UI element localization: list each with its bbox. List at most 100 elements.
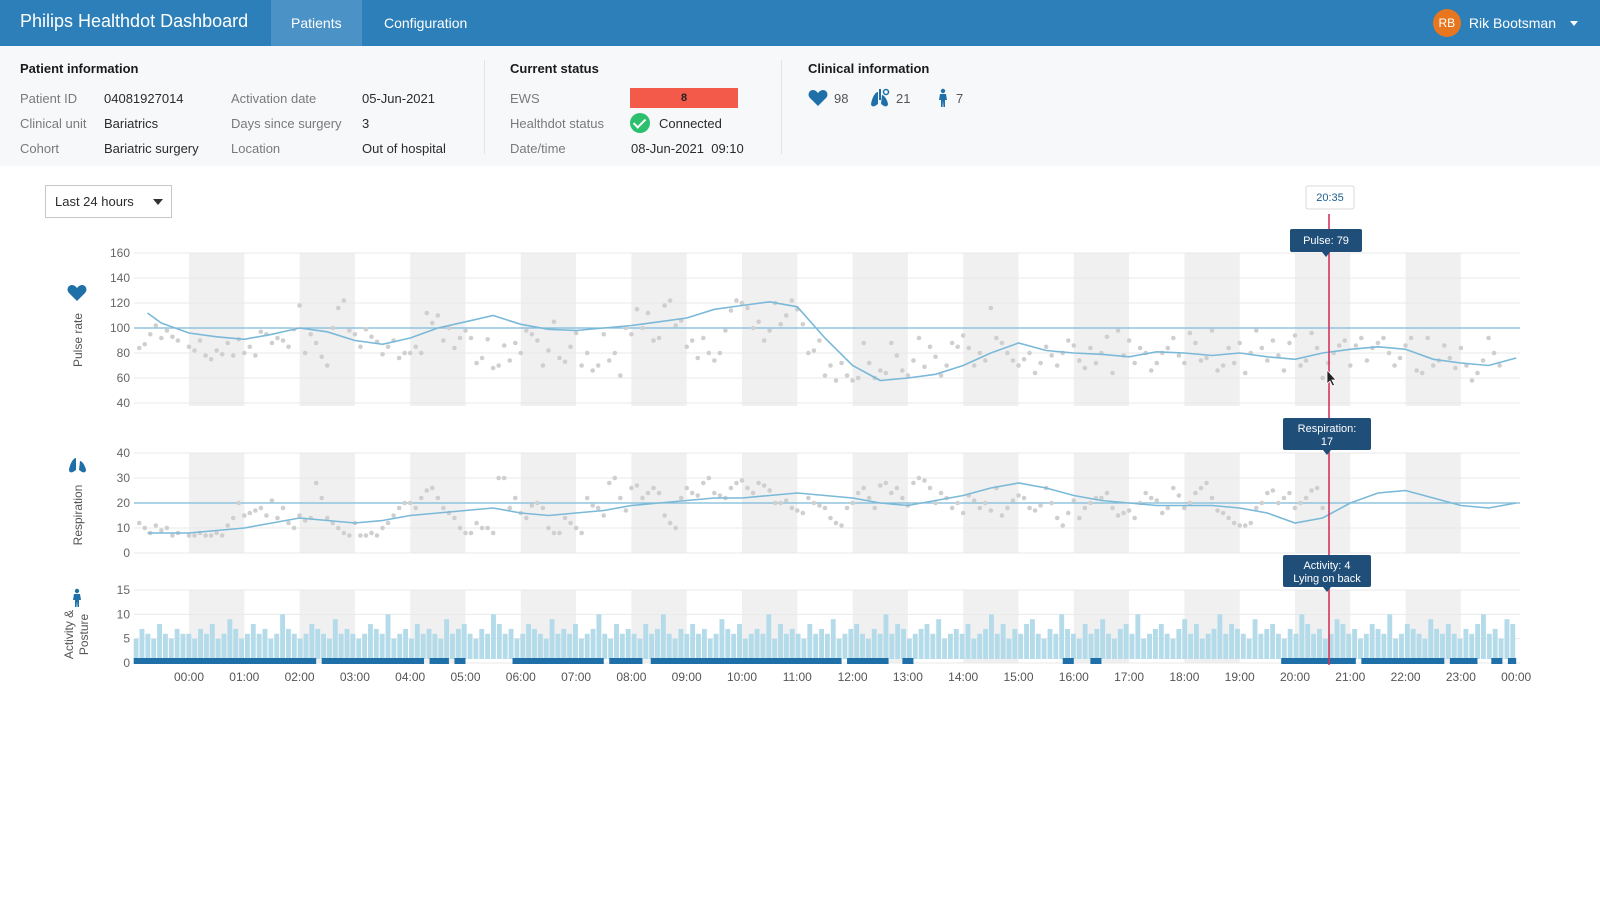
- data-point: [1187, 500, 1193, 506]
- data-point: [938, 490, 944, 496]
- data-point: [1115, 328, 1121, 333]
- activity-bar: [760, 633, 766, 659]
- data-point: [413, 344, 419, 350]
- data-point: [374, 533, 380, 538]
- data-point: [225, 340, 231, 346]
- app-title: Philips Healthdot Dashboard: [20, 11, 249, 31]
- activity-bar: [215, 638, 221, 659]
- data-point: [1165, 505, 1171, 511]
- data-point: [966, 345, 972, 351]
- activity-bar: [1065, 628, 1070, 659]
- data-point: [535, 500, 540, 506]
- x-tick-label: 10:00: [727, 670, 757, 684]
- y-tick-label: 15: [117, 583, 131, 597]
- data-point: [1209, 328, 1215, 333]
- activity-bar: [1205, 633, 1211, 659]
- data-point: [811, 348, 817, 353]
- data-point: [855, 375, 861, 381]
- data-point: [667, 298, 673, 303]
- data-point: [700, 335, 706, 341]
- data-point: [900, 368, 905, 373]
- data-point: [242, 350, 247, 356]
- activity-bar: [1387, 614, 1393, 659]
- data-point: [584, 495, 590, 501]
- data-point: [667, 520, 673, 526]
- data-point: [1143, 490, 1148, 496]
- data-point: [280, 505, 286, 511]
- data-point: [540, 505, 546, 511]
- user-menu[interactable]: RB Rik Bootsman: [1432, 9, 1578, 37]
- data-point: [839, 523, 844, 528]
- current-status-title: Current status: [510, 61, 599, 76]
- data-point: [230, 353, 236, 358]
- x-tick-label: 00:00: [174, 670, 204, 684]
- data-point: [225, 523, 231, 528]
- data-point: [253, 353, 258, 358]
- data-point: [861, 340, 866, 346]
- x-tick-label: 14:00: [948, 670, 978, 684]
- data-point: [369, 334, 374, 340]
- activity-bar: [1141, 638, 1147, 659]
- data-point: [247, 344, 253, 350]
- activity-bar: [578, 638, 584, 659]
- data-point: [994, 335, 999, 341]
- data-point: [806, 495, 811, 501]
- y-tick-label: 100: [110, 321, 130, 335]
- data-point: [1054, 515, 1060, 521]
- hour-band: [1073, 253, 1130, 406]
- data-point: [1265, 358, 1270, 363]
- activity-bar: [198, 628, 203, 659]
- data-point: [1336, 343, 1342, 348]
- data-point: [695, 493, 701, 498]
- data-point: [900, 495, 905, 501]
- data-point: [745, 305, 750, 311]
- activity-bar: [291, 633, 297, 659]
- activity-bar: [795, 633, 801, 659]
- activity-bar: [1334, 619, 1340, 659]
- info-divider: [484, 60, 485, 154]
- data-point: [518, 350, 524, 356]
- activity-bar: [988, 614, 994, 659]
- activity-bar: [801, 638, 807, 659]
- y-tick-label: 0: [123, 546, 130, 560]
- hour-band: [1295, 253, 1351, 406]
- activity-bar: [1018, 633, 1024, 659]
- activity-bar: [133, 638, 139, 659]
- data-point: [1032, 370, 1038, 376]
- activity-bar: [245, 633, 250, 659]
- activity-bar: [994, 633, 1000, 659]
- activity-bar: [450, 633, 455, 659]
- activity-bar: [162, 633, 168, 659]
- tab-patients[interactable]: Patients: [271, 0, 362, 46]
- data-point: [684, 485, 689, 491]
- data-point: [1088, 345, 1093, 351]
- activity-bar: [1029, 619, 1035, 659]
- tab-configuration[interactable]: Configuration: [384, 15, 468, 31]
- data-point: [800, 510, 806, 516]
- data-point: [1182, 360, 1187, 366]
- data-point: [584, 350, 590, 356]
- data-point: [1314, 485, 1320, 491]
- clinical-heart: 98: [808, 87, 848, 109]
- x-tick-label: 19:00: [1225, 670, 1255, 684]
- x-tick-label: 08:00: [616, 670, 646, 684]
- data-point: [253, 508, 258, 513]
- clinical-info-title: Clinical information: [808, 61, 930, 76]
- data-point: [734, 298, 739, 303]
- activity-bar: [649, 633, 655, 659]
- activity-bar: [947, 633, 953, 659]
- activity-bar: [379, 633, 385, 659]
- data-point: [1027, 350, 1032, 356]
- chevron-down-icon: [153, 199, 163, 205]
- activity-bar: [1305, 624, 1311, 659]
- data-point: [203, 353, 208, 358]
- data-point: [889, 490, 894, 496]
- x-tick-label: 01:00: [229, 670, 259, 684]
- data-point: [496, 363, 501, 368]
- activity-bar: [555, 633, 561, 659]
- data-point: [1110, 370, 1115, 376]
- respiration-tooltip-text: 17: [1321, 436, 1333, 448]
- data-point: [1359, 335, 1364, 341]
- time-range-select[interactable]: Last 24 hours: [45, 185, 172, 218]
